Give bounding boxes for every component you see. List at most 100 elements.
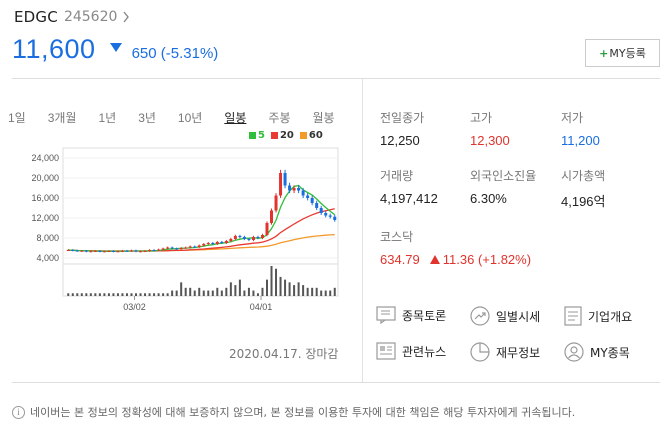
tab-3m[interactable]: 3개월	[47, 111, 77, 125]
volume-bar	[238, 279, 241, 296]
document-icon	[564, 306, 582, 326]
volume-bar	[265, 279, 268, 296]
volume-bar	[288, 282, 291, 296]
volume-bar	[324, 290, 327, 296]
volume-bar	[80, 293, 83, 296]
candle-body	[229, 239, 233, 241]
info-icon: i	[12, 405, 25, 419]
divider	[362, 79, 363, 382]
link-related-news[interactable]: 관련뉴스	[376, 342, 446, 360]
tab-daily-candle[interactable]: 일봉	[224, 111, 247, 125]
tab-weekly-candle[interactable]: 주봉	[268, 111, 291, 125]
volume-bar	[125, 293, 128, 296]
candle-body	[129, 250, 133, 252]
info-market-cap: 시가총액 4,196억	[561, 169, 606, 209]
candle-body	[270, 210, 274, 223]
volume-bar	[202, 290, 205, 296]
link-daily-prices[interactable]: 일별시세	[470, 306, 540, 326]
volume-bar	[157, 293, 160, 296]
volume-bar	[306, 287, 309, 296]
link-my-stocks[interactable]: MY종목	[564, 342, 630, 362]
candle-body	[179, 248, 183, 249]
volume-bar	[180, 282, 183, 296]
volume-bar	[256, 293, 259, 296]
candle-body	[202, 244, 206, 246]
y-tick-label: 24,000	[31, 153, 59, 163]
volume-bar	[329, 290, 332, 296]
up-arrow-icon	[429, 255, 440, 264]
x-tick-label: 04/01	[250, 302, 273, 312]
link-financial-info[interactable]: 재무정보	[470, 342, 540, 362]
volume-bar	[311, 287, 314, 296]
my-register-button[interactable]: + MY등록	[585, 39, 660, 67]
volume-bar	[184, 287, 187, 296]
candle-body	[116, 251, 120, 253]
volume-bar	[116, 293, 119, 296]
info-high: 고가 12,300	[470, 111, 510, 148]
link-discussion[interactable]: 종목토론	[376, 306, 446, 324]
volume-bar	[175, 290, 178, 296]
candle-body	[288, 185, 292, 191]
candle-body	[215, 242, 219, 244]
candle-body	[143, 251, 147, 252]
candle-body	[233, 236, 237, 239]
volume-bar	[135, 293, 138, 296]
volume-bar	[189, 287, 192, 296]
info-low: 저가 11,200	[561, 111, 600, 148]
candle-body	[265, 223, 269, 235]
tab-1d[interactable]: 1일	[8, 111, 26, 125]
candle-body	[260, 235, 264, 238]
trend-icon	[470, 306, 490, 326]
volume-bar	[302, 285, 305, 296]
tab-monthly-candle[interactable]: 월봉	[312, 111, 335, 125]
link-company-overview[interactable]: 기업개요	[564, 306, 632, 326]
y-tick-label: 16,000	[31, 193, 59, 203]
candle-body	[66, 250, 70, 251]
ma20-line	[68, 208, 335, 252]
comment-icon	[376, 306, 396, 324]
tab-1y[interactable]: 1년	[98, 111, 117, 125]
stock-name: EDGC	[14, 8, 58, 26]
volume-bar	[270, 266, 273, 296]
stock-chart[interactable]: 24,000 20,000 16,000 12,000 8,000 4,000 03/02 0…	[18, 142, 348, 320]
candle-body	[111, 251, 115, 252]
chart-legend: 5 20 60	[249, 130, 329, 141]
candle-body	[197, 245, 201, 247]
volume-bar	[198, 287, 201, 296]
candle-body	[125, 250, 129, 252]
volume-bar	[94, 293, 97, 296]
candle-body	[220, 242, 224, 243]
volume-bar	[130, 293, 133, 296]
candle-body	[211, 243, 215, 244]
candle-body	[175, 248, 179, 250]
candle-body	[184, 247, 188, 249]
candle-body	[134, 250, 138, 252]
kosdaq-change: 11.36 (+1.82%)	[442, 252, 532, 267]
candle-body	[315, 203, 319, 208]
volume-bar	[148, 293, 151, 296]
volume-bar	[71, 293, 74, 296]
candle-body	[157, 249, 161, 251]
candle-body	[283, 173, 287, 186]
divider	[12, 78, 660, 79]
info-kosdaq[interactable]: 코스닥 634.79 11.36 (+1.82%)	[380, 230, 532, 267]
candle-body	[242, 237, 246, 239]
candle-body	[292, 188, 296, 191]
candle-body	[152, 250, 156, 251]
candle-body	[310, 198, 314, 203]
candle-body	[84, 250, 88, 252]
tab-10y[interactable]: 10년	[177, 111, 203, 125]
volume-bar	[275, 268, 278, 296]
period-tabs: 1일 3개월 1년 3년 10년 일봉 주봉 월봉	[8, 109, 357, 126]
legend-ma60: 60	[299, 130, 323, 141]
candle-body	[328, 215, 332, 217]
legend-ma5: 5	[249, 130, 265, 141]
info-prev-close: 전일종가 12,250	[380, 111, 425, 148]
candle-body	[188, 246, 192, 248]
candle-body	[166, 247, 170, 249]
volume-bar	[315, 287, 318, 296]
stock-header[interactable]: EDGC 245620	[14, 8, 130, 26]
volume-bar	[98, 293, 101, 296]
legend-ma20: 20	[270, 130, 294, 141]
tab-3y[interactable]: 3년	[138, 111, 156, 125]
